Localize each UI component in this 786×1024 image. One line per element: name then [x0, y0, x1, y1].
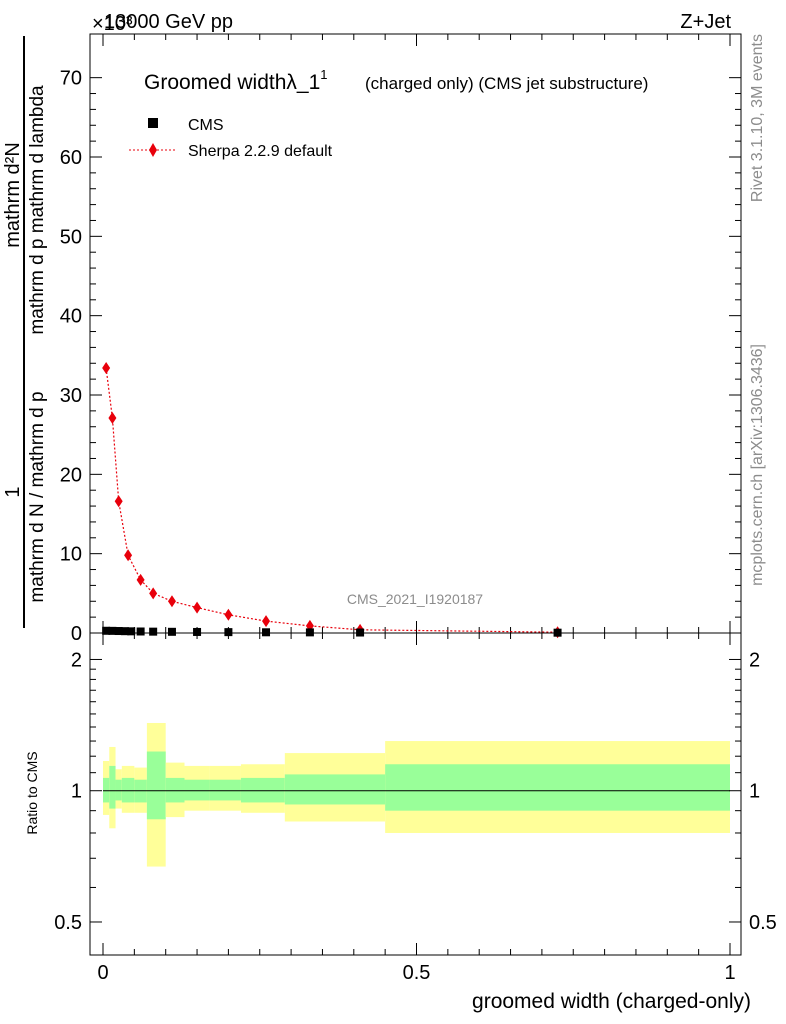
- cms-point: [149, 627, 158, 636]
- main-panel: 0 10 20 30 40 50 60 70 Groomed widthλ_11 (charg…: [2, 33, 742, 645]
- ratio-y-tick-label: 0.5: [54, 912, 82, 934]
- y-label-numerator: mathrm d²N: [2, 142, 24, 248]
- ratio-y-tick-label: 2: [71, 649, 82, 671]
- y-label-main: mathrm d N / mathrm d p: [27, 391, 48, 602]
- process-label: Z+Jet: [680, 11, 731, 33]
- cms-point: [136, 627, 145, 636]
- cms-point: [224, 628, 233, 637]
- y-tick-label: 0: [71, 623, 82, 645]
- uncertainty-band-inner: [165, 777, 185, 803]
- uncertainty-band-inner: [284, 774, 386, 805]
- sherpa-point: [149, 587, 158, 600]
- x-tick-label: 1: [724, 962, 735, 984]
- y-tick-label: 50: [60, 226, 82, 248]
- sherpa-point: [108, 412, 117, 425]
- mcplots-label: mcplots.cern.ch [arXiv:1306.3436]: [749, 344, 766, 586]
- uncertainty-band-inner: [240, 777, 285, 803]
- uncertainty-band-inner: [115, 779, 122, 801]
- legend-sherpa-label: Sherpa 2.2.9 default: [188, 143, 333, 160]
- main-series: [102, 362, 562, 639]
- ratio-y-tick-label-right: 2: [749, 649, 760, 671]
- sherpa-point: [262, 615, 271, 628]
- sherpa-point: [114, 495, 123, 508]
- y-tick-label: 60: [60, 147, 82, 169]
- uncertainty-band-inner: [184, 779, 210, 801]
- ratio-y-tick-label: 1: [71, 781, 82, 803]
- y-tick-label: 40: [60, 306, 82, 328]
- y-label-one: 1: [2, 486, 24, 497]
- uncertainty-band-inner: [146, 751, 166, 820]
- ratio-frame: [89, 632, 742, 956]
- legend-cms-marker: [148, 118, 158, 128]
- main-y-ticks: 0 10 20 30 40 50 60 70: [60, 68, 741, 645]
- y-tick-label: 20: [60, 464, 82, 486]
- main-y-label: 1 mathrm d²N mathrm d N / mathrm d p mat…: [2, 36, 48, 628]
- analysis-watermark: CMS_2021_I1920187: [347, 591, 483, 607]
- y-tick-label: 10: [60, 544, 82, 566]
- chart-title: Groomed widthλ_11: [144, 67, 328, 94]
- x-tick-label: 0: [97, 962, 108, 984]
- chart-subtitle: (charged only) (CMS jet substructure): [365, 74, 648, 93]
- ratio-y-tick-label-right: 0.5: [749, 912, 777, 934]
- ratio-bands: [103, 722, 730, 867]
- uncertainty-band-inner: [385, 764, 730, 811]
- uncertainty-band-inner: [103, 777, 110, 803]
- cms-point: [108, 626, 117, 635]
- energy-label: 13000 GeV pp: [104, 11, 233, 33]
- uncertainty-band-inner: [121, 777, 135, 803]
- cms-point: [102, 626, 111, 635]
- y-tick-label: 30: [60, 385, 82, 407]
- ratio-y-label: Ratio to CMS: [24, 751, 40, 834]
- sherpa-line: [105, 367, 558, 633]
- x-axis-label: groomed width (charged-only): [472, 990, 751, 1013]
- cms-point: [193, 627, 202, 636]
- sherpa-point: [124, 549, 133, 562]
- sherpa-point: [193, 601, 202, 614]
- ratio-panel: 0.5 0.51 12 2 0 0.5 1 Ratio to CMS groomed wi…: [24, 632, 777, 1013]
- y-tick-label: 70: [60, 68, 82, 90]
- cms-point: [120, 627, 129, 636]
- legend-cms-label: CMS: [188, 117, 224, 134]
- exponent-label: ×10³: [92, 13, 133, 35]
- cms-point: [262, 628, 271, 637]
- sherpa-point: [102, 362, 111, 375]
- y-label-full: mathrm d p mathrm d lambda: [27, 85, 48, 335]
- uncertainty-band-inner: [109, 765, 116, 809]
- sherpa-point: [167, 595, 176, 608]
- cms-point: [305, 628, 314, 637]
- cms-point: [127, 627, 136, 636]
- rivet-label: Rivet 3.1.10, 3M events: [749, 34, 766, 202]
- sherpa-point: [136, 573, 145, 586]
- ratio-y-ticks: 0.5 0.5 1 1 2 2: [54, 649, 777, 934]
- legend-sherpa-marker: [149, 143, 157, 157]
- uncertainty-band-inner: [209, 779, 241, 801]
- cms-point: [167, 627, 176, 636]
- ratio-x-ticks: 0 0.5 1: [97, 633, 736, 984]
- ratio-y-tick-label-right: 1: [749, 781, 760, 803]
- x-tick-label: 0.5: [403, 962, 431, 984]
- cms-point: [114, 627, 123, 636]
- sherpa-point: [224, 608, 233, 621]
